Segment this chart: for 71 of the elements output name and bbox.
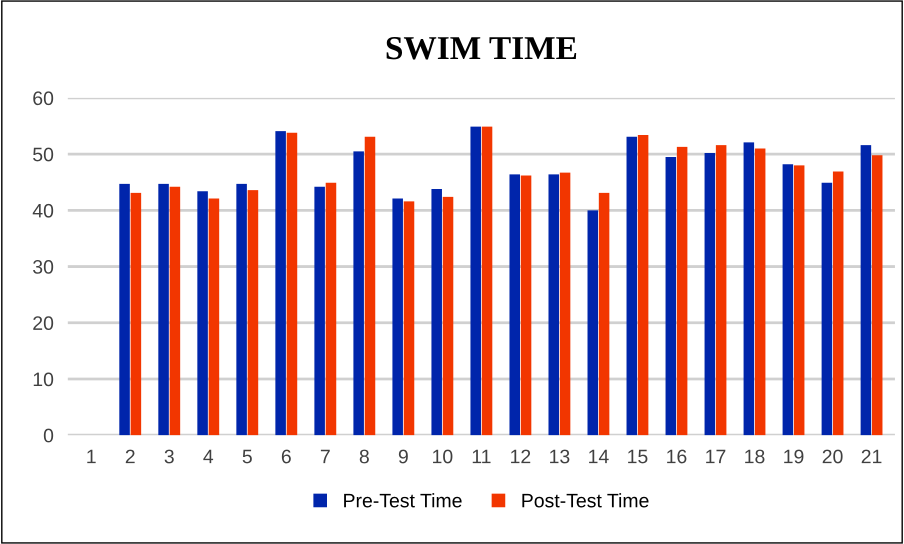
- bar: [170, 186, 180, 436]
- bar: [482, 126, 492, 436]
- y-tick-label: 40: [32, 204, 54, 218]
- bar: [431, 188, 442, 436]
- y-tick-label: 60: [33, 91, 54, 106]
- bar: [119, 184, 130, 436]
- x-tick-label: 7: [320, 450, 330, 464]
- bar: [326, 182, 336, 436]
- bar: [548, 174, 560, 436]
- bar: [509, 174, 520, 436]
- x-tick-label: 1: [87, 450, 96, 464]
- x-tick-label: 13: [550, 450, 570, 464]
- x-tick-label: 10: [433, 450, 452, 464]
- x-tick-label: 19: [784, 450, 804, 464]
- y-tick-label: 30: [33, 260, 54, 274]
- bar: [353, 151, 364, 436]
- y-tick-label: 0: [44, 428, 54, 442]
- bar: [208, 198, 220, 436]
- bar: [782, 164, 794, 436]
- bar: [676, 146, 688, 436]
- x-tick-label: 15: [628, 450, 648, 464]
- x-tick-label: 3: [164, 450, 174, 464]
- bar: [442, 196, 454, 436]
- bar: [404, 201, 414, 436]
- bar: [275, 131, 286, 436]
- y-tick-label: 20: [33, 316, 54, 330]
- bar: [704, 153, 716, 436]
- bar: [197, 191, 208, 436]
- legend-label: Post-Test Time: [522, 493, 649, 508]
- bar: [794, 165, 804, 436]
- x-tick-label: 20: [822, 450, 843, 464]
- x-tick-label: 8: [360, 450, 369, 464]
- bar: [716, 145, 726, 436]
- bar: [626, 136, 638, 436]
- chart-title: SWIM TIME: [386, 36, 576, 60]
- bar: [158, 184, 169, 436]
- bar: [598, 192, 610, 436]
- bar: [832, 172, 844, 436]
- bar: [860, 145, 872, 436]
- bar: [364, 136, 376, 436]
- bar: [588, 210, 598, 436]
- bar: [236, 184, 247, 436]
- bar: [744, 142, 754, 436]
- bar: [560, 172, 570, 436]
- bar: [520, 175, 532, 436]
- x-tick-label: 2: [126, 450, 135, 464]
- bar: [130, 192, 142, 436]
- x-tick-label: 17: [706, 450, 726, 464]
- bar: [666, 156, 676, 436]
- bar: [638, 135, 648, 436]
- x-tick-label: 12: [511, 450, 530, 464]
- x-tick-label: 4: [203, 450, 214, 464]
- bar: [754, 148, 766, 436]
- x-tick-label: 6: [282, 450, 291, 464]
- bar: [286, 132, 298, 436]
- bar: [872, 155, 882, 436]
- x-tick-label: 9: [398, 450, 408, 464]
- bar: [392, 198, 403, 436]
- x-tick-label: 14: [589, 450, 609, 464]
- legend-label: Pre-Test Time: [344, 493, 462, 508]
- y-tick-label: 50: [33, 148, 54, 162]
- x-tick-label: 5: [242, 450, 252, 464]
- x-tick-label: 21: [862, 450, 882, 464]
- x-tick-label: 16: [667, 450, 686, 464]
- x-tick-label: 18: [745, 450, 764, 464]
- bar: [314, 186, 325, 436]
- bar: [248, 190, 258, 436]
- bar: [470, 126, 481, 436]
- bar: [822, 182, 832, 436]
- x-tick-label: 11: [472, 450, 491, 464]
- y-tick-label: 10: [34, 372, 54, 386]
